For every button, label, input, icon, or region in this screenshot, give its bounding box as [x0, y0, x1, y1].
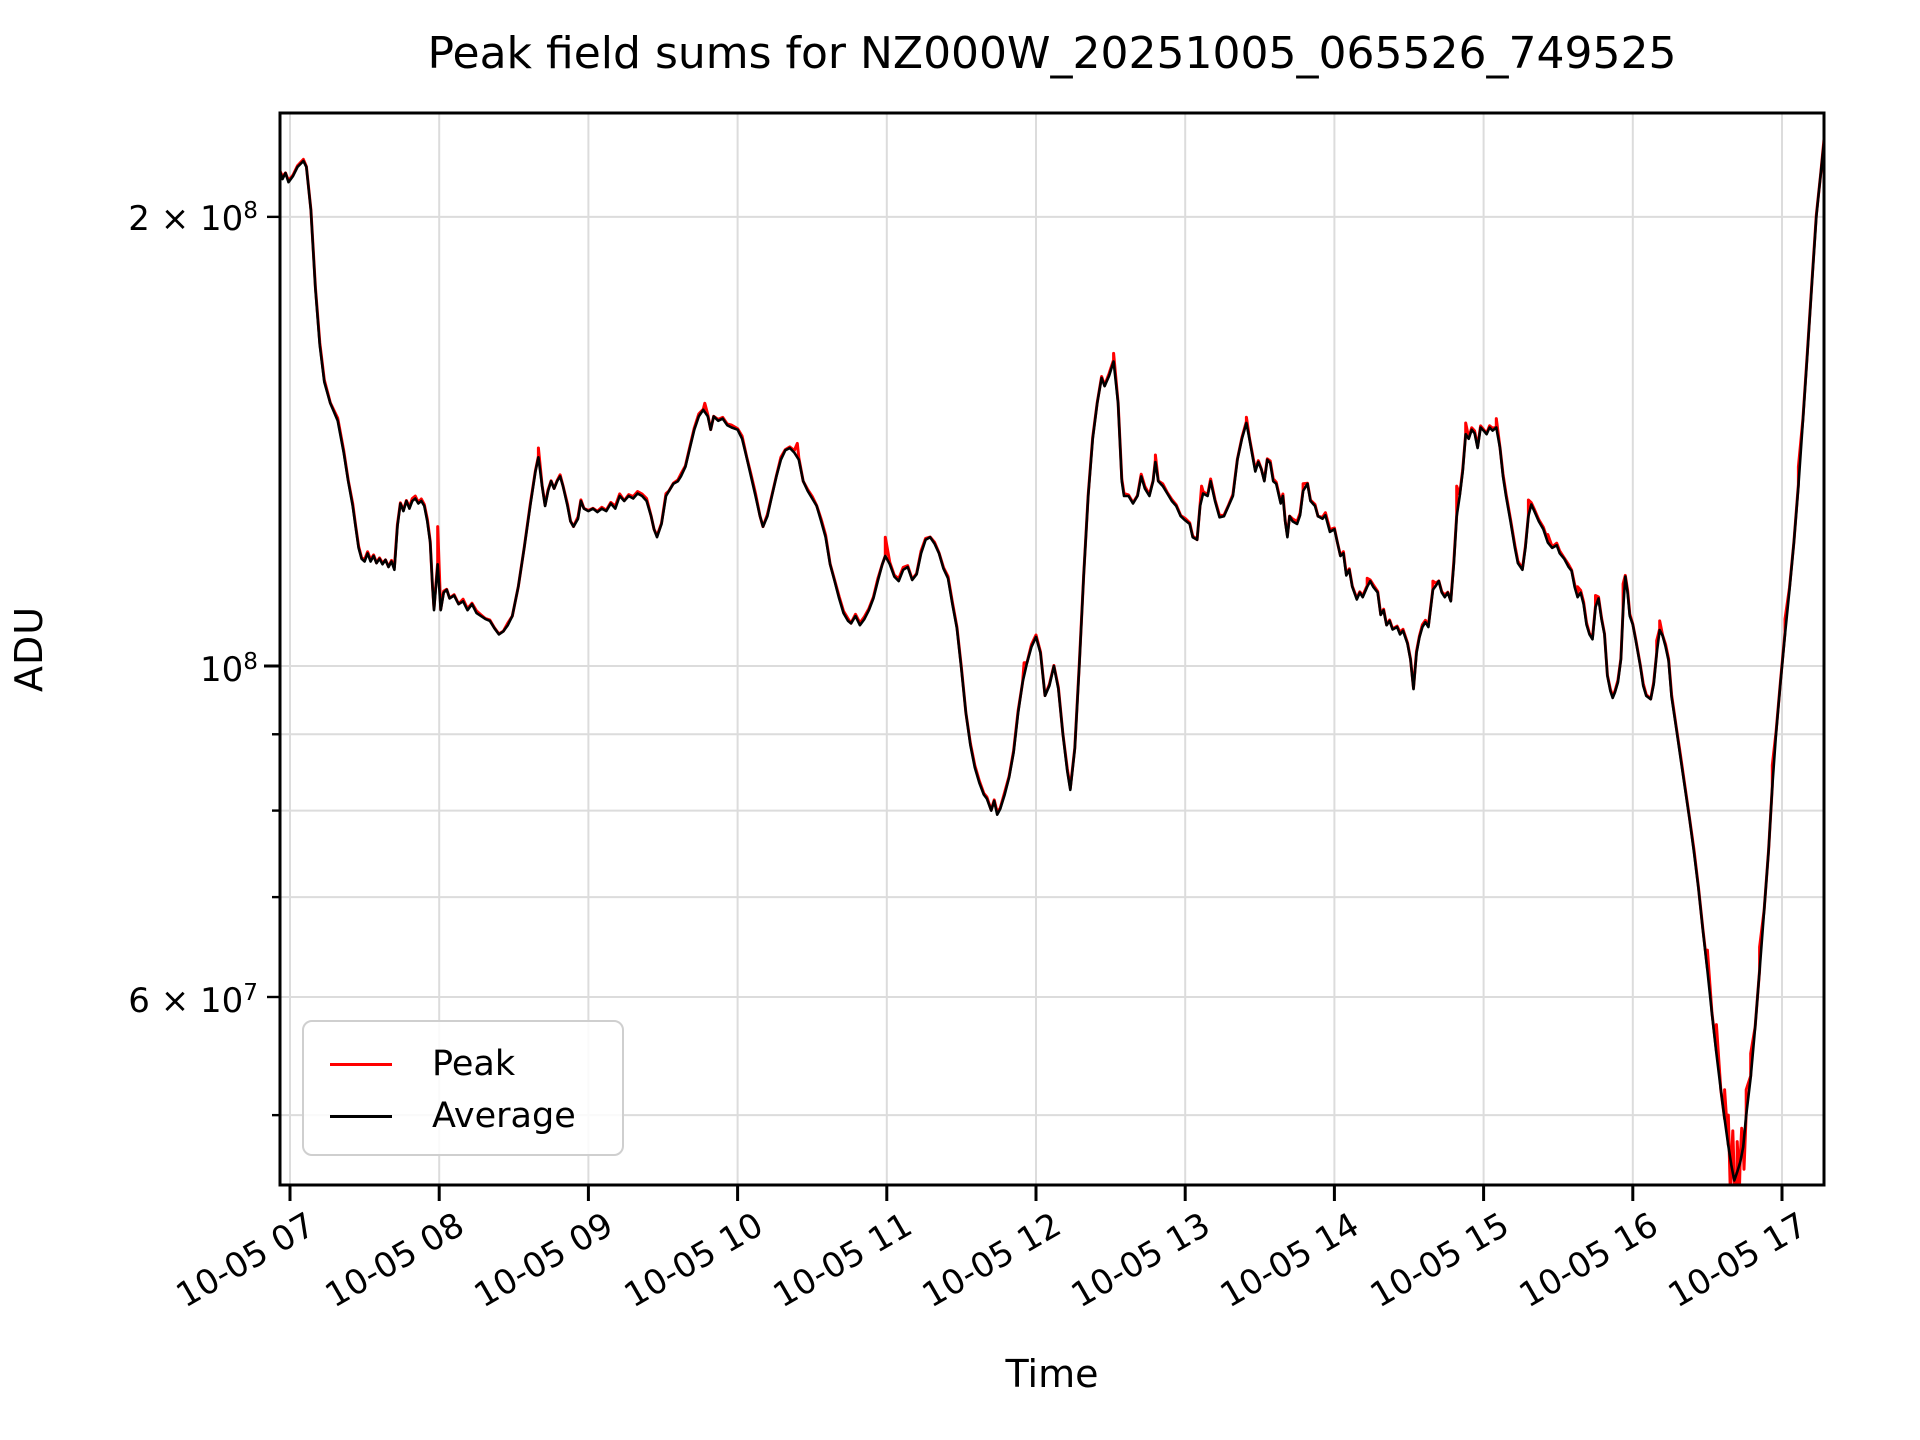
legend-item-average: Average: [330, 1090, 602, 1142]
average-line-swatch: [330, 1114, 392, 1118]
average-line: [280, 127, 1824, 1182]
axis-ticks: [264, 215, 1784, 1201]
y-tick-label-2e8: 2 × 108: [128, 197, 258, 240]
legend-label-peak: Peak: [432, 1044, 516, 1084]
peak-line-swatch: [330, 1062, 392, 1066]
plot-spines: [278, 111, 1826, 1187]
legend-item-peak: Peak: [330, 1038, 602, 1090]
y-axis-label: ADU: [7, 605, 52, 693]
y-tick-label-1e8: 108: [200, 648, 258, 691]
legend: Peak Average: [302, 1020, 624, 1156]
chart-title: Peak field sums for NZ000W_20251005_0655…: [427, 28, 1677, 79]
gridlines: [280, 113, 1824, 1185]
x-axis-label: Time: [1005, 1352, 1099, 1396]
y-tick-label-6e7: 6 × 107: [128, 979, 258, 1022]
legend-label-average: Average: [432, 1096, 576, 1136]
